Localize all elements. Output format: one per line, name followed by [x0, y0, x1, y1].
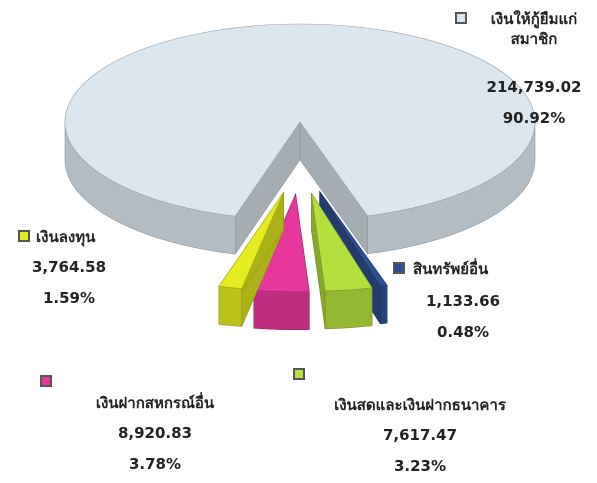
category-label: เงินให้กู้ยืมแก่สมาชิก — [490, 10, 578, 48]
category-label: เงินสดและเงินฝากธนาคาร — [334, 396, 506, 414]
value-label: 1,133.66 — [425, 292, 501, 310]
value-label: 3,764.58 — [31, 258, 107, 276]
category-label: เงินลงทุน — [36, 228, 96, 246]
slice — [319, 191, 388, 287]
slice-wall — [253, 290, 310, 331]
legend-marker — [40, 375, 52, 387]
slice-wall — [218, 286, 243, 327]
value-label: 7,617.47 — [382, 426, 458, 444]
percent-label: 1.59% — [42, 289, 96, 307]
slice-wall — [379, 284, 388, 325]
slice — [311, 192, 373, 292]
percent-label: 3.23% — [393, 457, 447, 475]
percent-label: 0.48% — [436, 323, 490, 341]
legend-marker — [293, 368, 305, 380]
slice — [64, 23, 536, 217]
slice — [218, 191, 284, 289]
value-label: 8,920.83 — [117, 424, 193, 442]
legend-marker — [18, 230, 30, 242]
category-label: เงินฝากสหกรณ์อื่น — [95, 394, 215, 412]
percent-label: 90.92% — [502, 109, 566, 127]
legend-marker — [455, 12, 467, 24]
category-label: สินทรัพย์อื่น — [413, 260, 489, 278]
legend-marker — [393, 262, 405, 274]
value-label: 214,739.02 — [486, 78, 582, 96]
percent-label: 3.78% — [128, 455, 182, 473]
slice-wall — [324, 287, 373, 330]
